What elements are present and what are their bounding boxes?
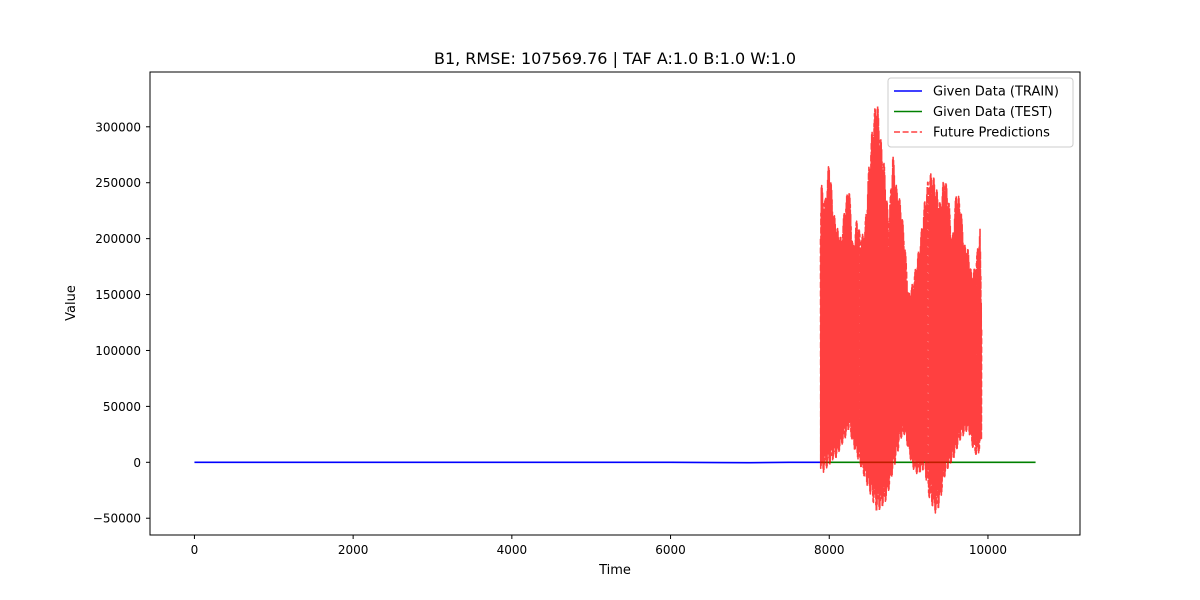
legend-label: Future Predictions	[933, 126, 1050, 141]
x-tick-label: 0	[191, 543, 199, 557]
x-tick-label: 4000	[497, 543, 528, 557]
y-tick-label: 0	[133, 456, 141, 470]
legend-label: Given Data (TEST)	[933, 105, 1052, 120]
chart-title: B1, RMSE: 107569.76 | TAF A:1.0 B:1.0 W:…	[434, 49, 796, 68]
x-tick-label: 10000	[969, 543, 1007, 557]
y-tick-label: −50000	[93, 512, 141, 526]
y-tick-label: 50000	[103, 400, 141, 414]
legend: Given Data (TRAIN) Given Data (TEST) Futur…	[887, 77, 1074, 148]
y-axis-label: Value	[64, 285, 79, 321]
axes: 0 2000 4000 6000 8000 10000 −50000 0 50000 100000…	[93, 71, 1081, 557]
x-tick-label: 8000	[814, 543, 845, 557]
axes-frame	[149, 71, 1081, 536]
series-line-3	[819, 105, 983, 514]
y-tick-label: 300000	[95, 120, 141, 134]
legend-box	[887, 77, 1074, 148]
x-tick-label: 2000	[338, 543, 369, 557]
series-group	[194, 105, 1036, 514]
y-tick-label: 100000	[95, 344, 141, 358]
x-tick-label: 6000	[655, 543, 686, 557]
y-tick-label: 200000	[95, 232, 141, 246]
plot-area	[194, 105, 1036, 514]
x-axis-label: Time	[598, 563, 631, 578]
legend-label: Given Data (TRAIN)	[933, 85, 1059, 100]
y-tick-label: 150000	[95, 288, 141, 302]
y-tick-label: 250000	[95, 176, 141, 190]
